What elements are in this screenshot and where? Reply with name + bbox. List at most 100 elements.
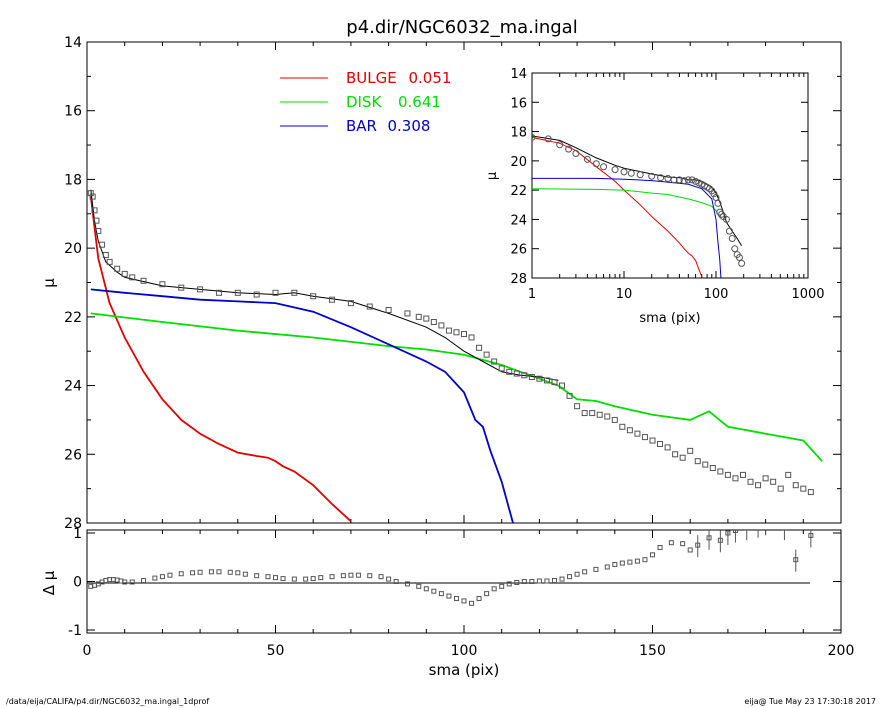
residual-point — [582, 569, 588, 575]
residual-point — [476, 595, 482, 601]
residual-point — [378, 574, 384, 580]
main-data-point — [672, 451, 679, 458]
main-data-point — [93, 217, 100, 224]
legend-value-bulge: 0.051 — [409, 69, 452, 87]
main-data-point — [140, 277, 147, 284]
main-data-point — [129, 274, 136, 281]
inset-y-tick-label: 26 — [510, 243, 527, 258]
residual-point — [159, 574, 165, 580]
residual-point — [273, 575, 278, 581]
inset-y-tick-label: 16 — [510, 96, 527, 111]
inset-data-point — [710, 190, 718, 198]
residual-point — [423, 586, 429, 592]
inset-data-point — [735, 254, 743, 261]
inset-y-tick-label: 18 — [510, 126, 527, 141]
x-axis-label: sma (pix) — [429, 661, 500, 679]
inset-y-tick-label: 22 — [510, 184, 527, 199]
main-y-axis-label: μ — [40, 278, 58, 288]
residual-point — [574, 571, 580, 577]
inset-data-point — [680, 177, 688, 185]
x-tick-label: 50 — [267, 643, 285, 659]
main-data-point — [461, 331, 467, 338]
main-data-point — [589, 410, 596, 417]
main-data-point — [114, 265, 121, 272]
main-data-point — [732, 475, 739, 482]
inset-plot-frame — [531, 72, 809, 279]
residual-point — [355, 572, 361, 578]
main-data-point — [291, 289, 298, 296]
main-data-point — [800, 485, 807, 492]
inset-data-point — [572, 150, 580, 158]
residual-point — [348, 572, 354, 578]
main-data-point — [513, 370, 520, 377]
inset-data-point — [714, 199, 722, 207]
main-data-point — [604, 413, 611, 420]
residual-point — [781, 530, 787, 531]
residual-point — [706, 535, 712, 541]
main-data-point — [792, 482, 799, 489]
residual-point — [367, 573, 373, 579]
chart-title: p4.dir/NGC6032_ma.ingal — [346, 17, 577, 38]
residual-point — [756, 524, 760, 528]
main-data-point — [234, 289, 241, 296]
main-data-point — [178, 284, 185, 291]
inset-x-tick-label: 1 — [528, 287, 536, 302]
inset-data-point — [664, 174, 672, 182]
inset-data-point — [620, 168, 628, 176]
residual-point — [178, 571, 184, 577]
main-data-point — [649, 437, 656, 444]
residual-point — [506, 581, 512, 587]
residual-point — [216, 569, 222, 575]
main-data-point — [574, 403, 581, 410]
main-data-point — [347, 300, 354, 307]
residual-point — [680, 541, 686, 547]
main-y-tick-label: 20 — [64, 241, 82, 257]
main-data-point — [385, 306, 392, 313]
main-data-point — [310, 293, 317, 300]
inset-y-tick-label: 28 — [510, 272, 527, 287]
main-plot-frame — [86, 41, 842, 524]
residual-point — [446, 593, 452, 599]
main-y-tick-label: 24 — [64, 379, 82, 395]
inset-data-point — [684, 176, 692, 184]
residual-point — [129, 579, 135, 585]
inset-x-tick-label: 100 — [704, 287, 729, 302]
residual-point — [386, 576, 392, 582]
main-data-point — [626, 427, 633, 434]
main-data-point — [702, 461, 709, 468]
inset-data-point — [738, 259, 746, 267]
main-data-point — [498, 365, 505, 372]
main-data-point — [253, 291, 260, 298]
inset-data-point — [716, 208, 724, 216]
inset-data-point — [728, 234, 736, 242]
main-y-tick-label: 22 — [64, 310, 82, 326]
inset-data-point — [565, 145, 573, 153]
residual-point — [291, 576, 297, 582]
residual-point — [484, 591, 490, 597]
inset-data-point — [722, 215, 730, 223]
main-data-point — [611, 416, 618, 423]
main-data-point — [438, 322, 445, 329]
residual-point — [167, 572, 173, 578]
residual-point — [242, 571, 248, 577]
residual-point — [551, 578, 557, 584]
main-data-point — [404, 310, 411, 317]
residual-point — [695, 542, 701, 548]
residual-point — [393, 579, 399, 584]
residual-point — [152, 575, 158, 581]
main-y-tick-label: 16 — [64, 104, 82, 120]
main-data-point — [739, 471, 746, 478]
residual-y-tick-label: 0 — [73, 575, 82, 591]
residual-point — [657, 545, 663, 551]
main-data-point — [415, 313, 422, 320]
inset-data-point — [583, 155, 591, 163]
inset-y-tick-label: 24 — [510, 213, 527, 228]
x-tick-label: 0 — [83, 643, 92, 659]
main-data-point — [423, 315, 430, 322]
inset-data-point — [725, 227, 733, 235]
main-data-point — [121, 270, 128, 277]
residual-point — [141, 578, 147, 584]
residual-point — [438, 591, 444, 597]
